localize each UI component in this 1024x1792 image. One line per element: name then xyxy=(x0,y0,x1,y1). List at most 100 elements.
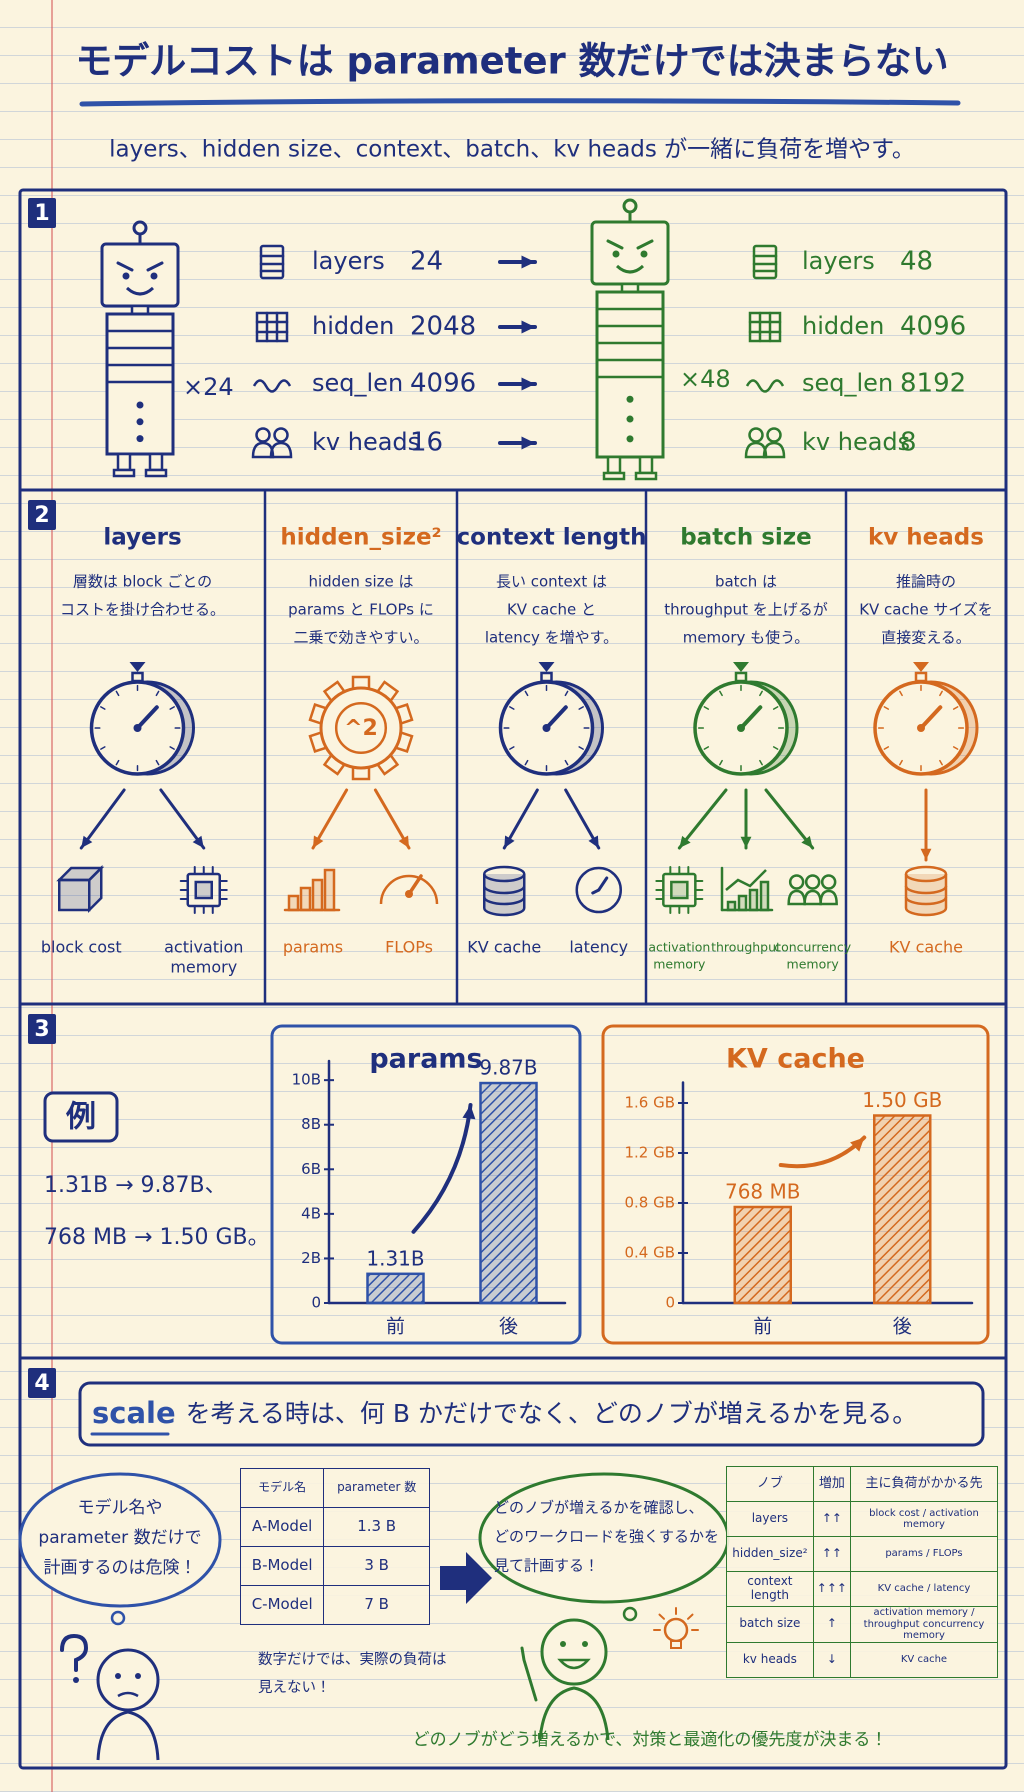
y-tick-label: 1.6 GB xyxy=(624,1094,675,1112)
layer-multiplier: ×24 xyxy=(183,373,234,401)
icon-people xyxy=(766,427,782,443)
icon-chart xyxy=(725,869,767,891)
gauge-needle xyxy=(919,705,943,730)
gauge-tick xyxy=(169,746,175,750)
robot-dot xyxy=(626,415,634,423)
title-underline xyxy=(79,98,961,107)
arrow-head xyxy=(679,835,691,848)
gauge-hub xyxy=(133,724,142,732)
table-cell: ↑↑↑ xyxy=(812,1571,851,1607)
gauge-tick xyxy=(952,746,959,750)
warning-line: モデル名や xyxy=(78,1497,163,1518)
arrow-head xyxy=(398,835,409,848)
item-label: latency xyxy=(569,938,628,957)
column-description: batch は xyxy=(715,573,777,591)
table-cell: モデル名 xyxy=(239,1468,325,1508)
table-row: layers ↑↑ block cost / activation memory xyxy=(726,1501,999,1537)
heading-box xyxy=(78,1381,985,1447)
gauge-tick xyxy=(759,759,763,766)
example-line: 768 MB → 1.50 GB。 xyxy=(44,1225,270,1250)
chart-title: KV cache xyxy=(726,1044,865,1075)
robot-eye xyxy=(612,250,620,258)
example-box xyxy=(43,1091,119,1143)
gauge-needle xyxy=(135,705,159,730)
table-row: batch size ↑ activation memory / throughpu… xyxy=(726,1606,999,1643)
spec-value: 8 xyxy=(900,428,917,458)
column-description: params と FLOPs に xyxy=(288,601,434,619)
gauge-tick xyxy=(564,759,569,766)
gauge-hub xyxy=(917,724,925,732)
bubble-tail xyxy=(110,1610,126,1626)
y-tick-label: 6B xyxy=(301,1160,321,1178)
icon-chart xyxy=(737,894,748,912)
icon-people xyxy=(787,889,806,906)
spec-label: layers xyxy=(312,247,385,275)
title: モデルコストは parameter 数だけでは決まらない xyxy=(75,40,948,83)
robot-eye xyxy=(150,272,158,280)
column-description: KV cache サイズを xyxy=(859,601,993,619)
robot-body xyxy=(595,290,665,459)
spec-value: 8192 xyxy=(900,369,966,399)
gauge-tick xyxy=(564,690,569,697)
icon-people xyxy=(255,427,271,443)
section-badge xyxy=(28,1014,56,1044)
gauge-tick xyxy=(169,706,175,710)
icon-cube xyxy=(88,864,103,914)
gauge-tick xyxy=(155,759,160,766)
robot-leg xyxy=(638,455,654,475)
item-label: throughput xyxy=(711,940,781,955)
column-description: hidden size は xyxy=(308,573,413,591)
robot-head xyxy=(590,220,670,286)
gauge-tick xyxy=(509,746,515,750)
y-tick-label: 4B xyxy=(301,1204,321,1222)
table-row: モデル名 parameter 数 xyxy=(239,1468,430,1508)
category-label: 後 xyxy=(499,1316,518,1338)
column-description: 二乗で効きやすい。 xyxy=(293,629,428,647)
table-row: B-Model 3 B xyxy=(239,1546,430,1586)
icon-db xyxy=(904,874,948,917)
gauge-knob xyxy=(734,671,748,683)
category-label: 後 xyxy=(893,1316,912,1338)
icon-people xyxy=(748,427,764,443)
spec-label: layers xyxy=(802,247,875,275)
chart-title: params xyxy=(369,1044,482,1075)
robot-dot xyxy=(626,435,634,443)
icon-db xyxy=(483,896,526,906)
icon-db xyxy=(904,896,948,906)
gauge-tick xyxy=(772,746,779,750)
heading-text: を考える時は、何 B かだけでなく、どのノブが増えるかを見る。 xyxy=(186,1399,918,1428)
light-bulb xyxy=(663,1617,689,1643)
item-label: params xyxy=(283,938,343,957)
gauge-tick xyxy=(939,759,943,766)
icon-list xyxy=(259,244,285,280)
person-mouth xyxy=(117,1691,139,1698)
table-cell: kv heads xyxy=(726,1641,814,1678)
gauge-tick xyxy=(100,746,106,750)
note-line: 見えない！ xyxy=(258,1679,331,1696)
question-dot xyxy=(73,1677,79,1683)
column-description: コストを掛け合わせる。 xyxy=(60,601,225,619)
robot-foot xyxy=(602,471,626,481)
value-label: 1.50 GB xyxy=(862,1088,942,1112)
robot-brow xyxy=(146,261,164,272)
gauge-tick xyxy=(883,706,890,710)
gauge-marker xyxy=(129,662,146,672)
note-line: 数字だけでは、実際の負荷は xyxy=(258,1651,447,1668)
column-description: 長い context は xyxy=(496,573,607,591)
gauge-tick xyxy=(952,706,959,710)
person-body xyxy=(96,1710,160,1761)
chart-box xyxy=(270,1024,582,1345)
spec-label: kv heads xyxy=(312,428,420,456)
icon-bars xyxy=(287,894,300,912)
gauge-marker xyxy=(538,662,555,672)
heading-keyword: scale xyxy=(92,1396,176,1430)
item-label: memory xyxy=(170,958,237,977)
light-bulb-base xyxy=(670,1640,682,1649)
column-title: context length xyxy=(457,525,647,551)
section-number: 1 xyxy=(34,201,49,226)
icon-bars xyxy=(323,868,336,912)
item-label: memory xyxy=(653,957,706,972)
table-cell: KV cache xyxy=(849,1641,999,1678)
